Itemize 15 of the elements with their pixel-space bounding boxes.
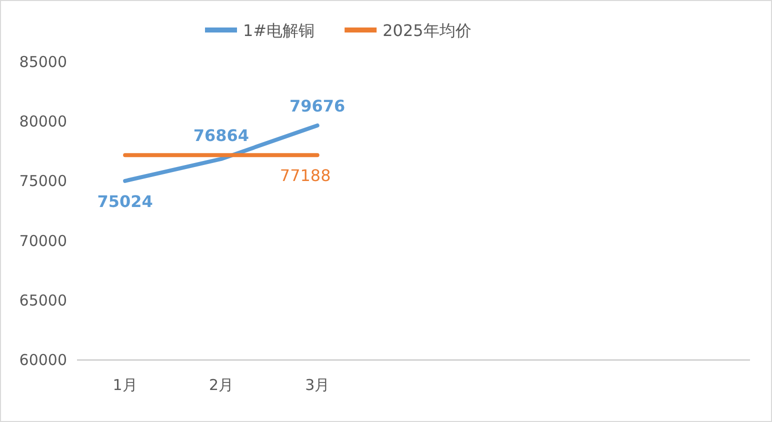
y-tick-label: 85000 [19,53,67,71]
x-tick-label: 1月 [112,376,138,394]
x-tick-label: 3月 [305,376,330,394]
data-label: 77188 [280,166,331,186]
y-tick-label: 60000 [19,351,67,369]
y-tick-label: 75000 [19,172,67,190]
legend-label: 2025年均价 [382,21,472,40]
data-label: 79676 [290,96,346,116]
x-tick-label: 2月 [208,376,234,394]
legend-label: 1#电解铜 [243,21,315,40]
y-tick-label: 70000 [19,232,67,250]
data-label: 75024 [97,192,153,211]
y-tick-label: 80000 [19,112,67,131]
y-tick-label: 65000 [19,291,67,310]
data-label: 76864 [193,126,250,146]
